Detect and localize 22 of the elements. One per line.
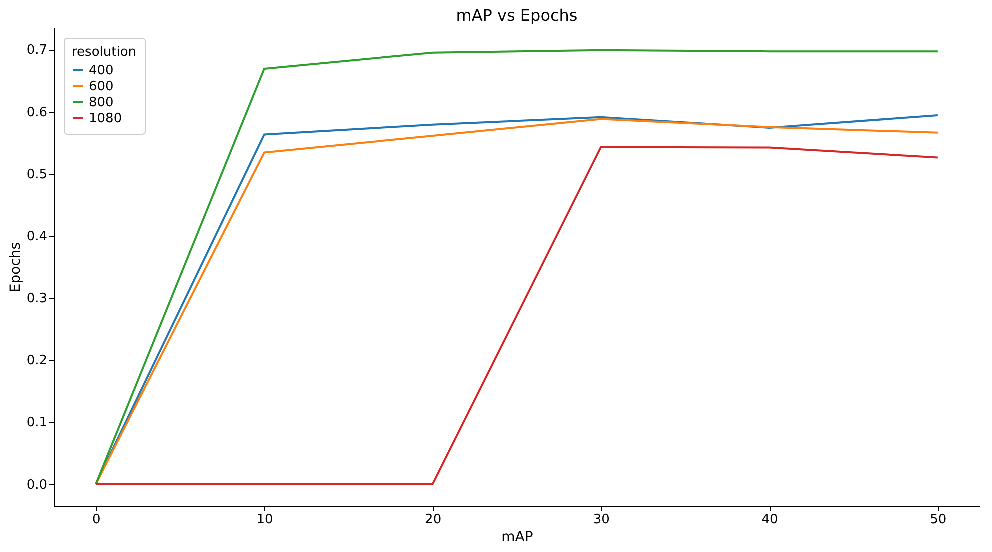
x-axis-title: mAP bbox=[502, 530, 534, 546]
x-tick-label: 30 bbox=[593, 512, 610, 528]
x-tick-label: 10 bbox=[256, 512, 274, 528]
legend-label: 800 bbox=[89, 96, 114, 110]
y-tick-label: 0.7 bbox=[26, 43, 48, 58]
y-tick-label: 0.1 bbox=[26, 416, 48, 431]
y-tick-label: 0.2 bbox=[26, 354, 48, 369]
x-tick-label: 50 bbox=[930, 512, 947, 528]
y-tick-label: 0.6 bbox=[26, 105, 48, 120]
y-tick-label: 0.0 bbox=[26, 478, 48, 493]
y-tick-label: 0.4 bbox=[26, 229, 48, 244]
x-tick-label: 40 bbox=[762, 512, 778, 528]
legend-label: 400 bbox=[89, 64, 114, 78]
legend-label: 1080 bbox=[89, 112, 122, 126]
x-tick-label: 20 bbox=[425, 512, 442, 528]
legend-label: 600 bbox=[89, 80, 114, 94]
y-tick-label: 0.3 bbox=[26, 292, 48, 307]
x-tick-label: 0 bbox=[92, 512, 101, 528]
y-axis-title: Epochs bbox=[8, 242, 24, 293]
chart-title: mAP vs Epochs bbox=[456, 6, 578, 25]
y-tick-label: 0.5 bbox=[26, 167, 48, 182]
legend-title: resolution bbox=[72, 45, 137, 60]
